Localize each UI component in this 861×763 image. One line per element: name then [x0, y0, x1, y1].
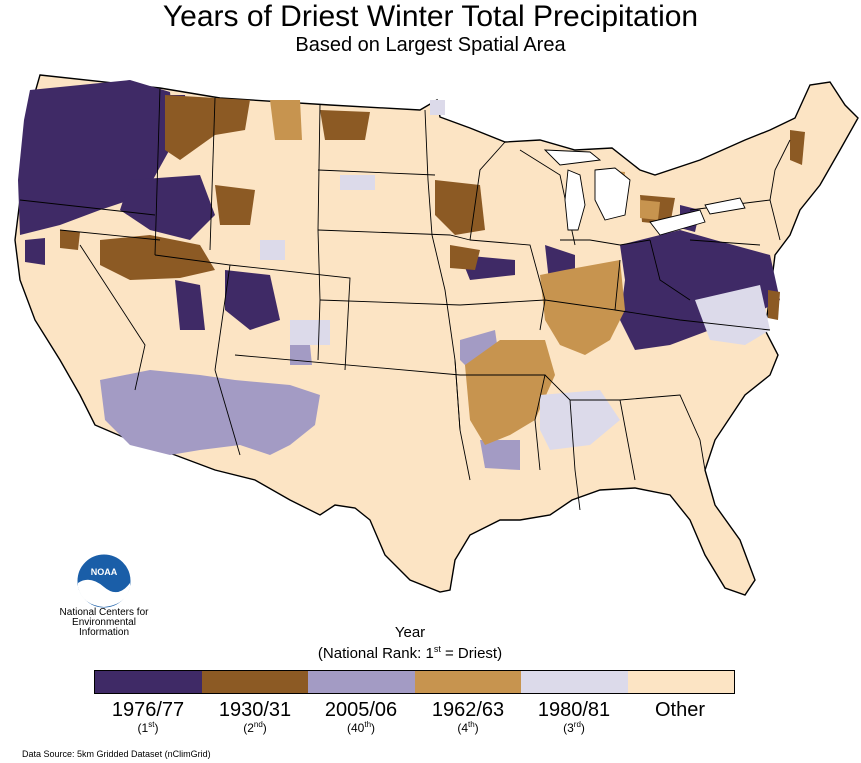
legend-label: 1976/77	[111, 699, 185, 721]
legend-label: Other	[654, 699, 706, 721]
legend-swatch	[95, 671, 202, 693]
us-precipitation-map	[14, 74, 859, 596]
legend-rank: (3rd)	[563, 720, 585, 735]
legend-label: 2005/06	[324, 699, 398, 721]
noaa-logo-icon: NOAA	[76, 553, 132, 609]
legend-rank: (40th)	[346, 720, 376, 735]
data-source-note: Data Source: 5km Gridded Dataset (nClimG…	[22, 749, 211, 759]
state-borders	[19, 87, 791, 511]
region-1962-63	[270, 100, 660, 445]
legend-label: 1980/81	[537, 699, 611, 721]
legend-rank: (1st)	[137, 720, 159, 735]
great-lakes	[543, 149, 746, 236]
legend-swatch	[627, 671, 734, 693]
legend-subtitle: (National Rank: 1st = Driest)	[317, 644, 503, 662]
ncei-label: National Centers for Environmental Infor…	[59, 607, 149, 638]
region-2005-06	[100, 330, 520, 470]
noaa-logo-text: NOAA	[91, 567, 118, 577]
legend-swatch	[521, 671, 628, 693]
legend-label: 1930/31	[218, 699, 292, 721]
legend-title: Year	[394, 624, 426, 641]
legend-swatch	[414, 671, 521, 693]
legend-swatch	[201, 671, 308, 693]
legend-rank: (4th)	[457, 720, 479, 735]
map-title: Years of Driest Winter Total Precipitati…	[162, 0, 699, 33]
legend-swatch	[308, 671, 415, 693]
region-1980-81	[260, 100, 770, 450]
legend-color-bar	[94, 670, 735, 694]
legend-label: 1962/63	[431, 699, 505, 721]
map-subtitle: Based on Largest Spatial Area	[295, 34, 566, 56]
legend-rank: (2nd)	[243, 720, 267, 735]
